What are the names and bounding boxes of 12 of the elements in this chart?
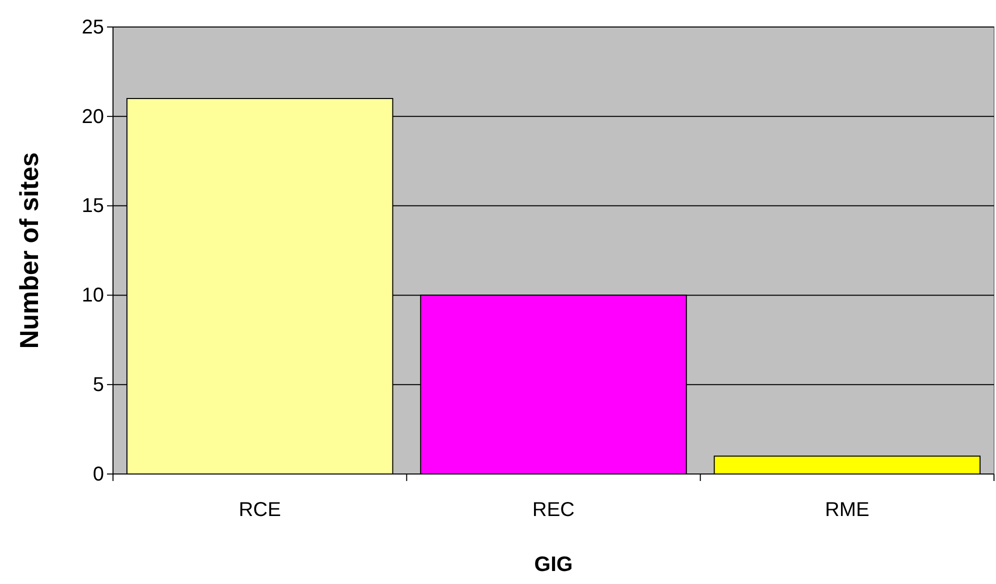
- x-axis-title: GIG: [534, 553, 573, 576]
- x-tick-label: RCE: [238, 499, 281, 521]
- y-tick-label: 10: [82, 284, 104, 307]
- y-tick-label: 5: [92, 374, 104, 396]
- y-tick-label: 15: [82, 195, 104, 218]
- y-axis-title: Number of sites: [14, 152, 44, 349]
- y-tick-label: 0: [92, 463, 104, 486]
- x-tick-label: REC: [532, 499, 575, 521]
- y-tick-label: 25: [82, 16, 104, 38]
- x-tick-label: RME: [824, 499, 870, 521]
- bar: [714, 456, 981, 474]
- y-tick-label: 20: [82, 106, 104, 128]
